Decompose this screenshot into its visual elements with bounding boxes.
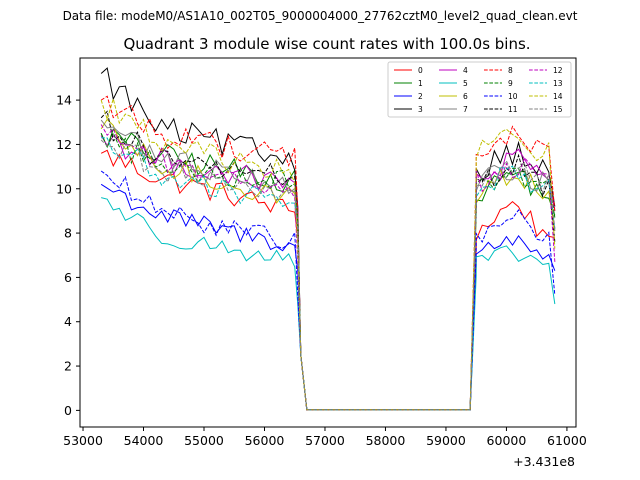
series-line-9 [100, 131, 556, 411]
y-tick-label: 6 [64, 270, 72, 285]
legend-label-4: 4 [463, 66, 468, 75]
legend-label-10: 10 [508, 92, 518, 101]
legend-label-1: 1 [418, 79, 423, 88]
chart-title: Quadrant 3 module wise count rates with … [123, 35, 530, 53]
x-axis-offset-label: +3.431e8 [513, 454, 575, 469]
legend-label-12: 12 [553, 66, 563, 75]
x-tick-label: 60000 [487, 433, 527, 448]
legend-label-6: 6 [463, 92, 468, 101]
legend-label-9: 9 [508, 79, 513, 88]
y-tick-label: 2 [64, 359, 72, 374]
series-line-8 [100, 95, 556, 411]
series-line-15 [100, 139, 556, 411]
legend-label-0: 0 [418, 66, 423, 75]
series-line-5 [101, 197, 556, 411]
x-tick-label: 61000 [547, 433, 587, 448]
x-tick-label: 53000 [63, 433, 103, 448]
legend-label-5: 5 [463, 79, 468, 88]
x-tick-label: 59000 [426, 433, 466, 448]
series-line-14 [100, 96, 556, 411]
legend-label-11: 11 [508, 105, 518, 114]
x-axis-ticks: 53000 54000 55000 56000 57000 58000 59000 60000… [63, 427, 587, 448]
y-tick-label: 14 [56, 93, 72, 108]
x-tick-label: 58000 [366, 433, 406, 448]
chart-suptitle: Data file: modeM0/AS1A10_002T05_90000040… [63, 9, 578, 23]
series-line-12 [100, 124, 556, 411]
legend-label-3: 3 [418, 105, 423, 114]
series-line-2 [100, 183, 556, 411]
y-tick-label: 4 [64, 314, 72, 329]
y-axis-ticks: 0 2 4 6 8 10 12 14 [56, 93, 80, 418]
y-tick-label: 12 [56, 137, 72, 152]
series-line-11 [100, 110, 556, 411]
legend-label-13: 13 [553, 79, 563, 88]
legend-label-15: 15 [553, 105, 563, 114]
series-line-13 [101, 137, 556, 411]
legend-label-2: 2 [418, 92, 423, 101]
legend-label-8: 8 [508, 66, 513, 75]
x-tick-label: 56000 [245, 433, 285, 448]
x-tick-label: 54000 [124, 433, 164, 448]
x-tick-label: 55000 [184, 433, 224, 448]
plot-lines [100, 67, 556, 411]
legend-label-14: 14 [553, 92, 563, 101]
x-tick-label: 57000 [305, 433, 345, 448]
y-tick-label: 8 [64, 226, 72, 241]
series-line-7 [100, 119, 556, 411]
y-tick-label: 0 [64, 403, 72, 418]
legend-box [387, 61, 572, 118]
legend-label-7: 7 [463, 105, 468, 114]
plot-area-frame [79, 57, 577, 428]
series-line-10 [100, 170, 556, 411]
y-tick-label: 10 [56, 181, 72, 196]
